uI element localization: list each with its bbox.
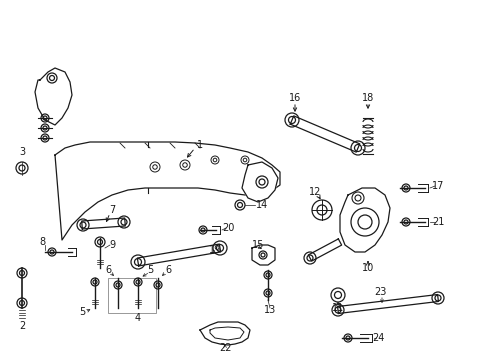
Text: 21: 21 [431,217,443,227]
Text: 5: 5 [79,307,85,317]
Text: 12: 12 [308,187,321,197]
Polygon shape [242,162,278,202]
Text: 8: 8 [39,237,45,247]
Text: 5: 5 [146,265,153,275]
Text: 11: 11 [331,303,344,313]
Text: 24: 24 [371,333,384,343]
Text: 6: 6 [164,265,171,275]
Text: 1: 1 [197,140,203,150]
Polygon shape [290,116,359,152]
Bar [108,278,156,313]
Text: 18: 18 [361,93,373,103]
Text: 13: 13 [264,305,276,315]
Text: 10: 10 [361,263,373,273]
Polygon shape [81,218,125,229]
Text: 6: 6 [105,265,111,275]
Polygon shape [137,244,220,266]
Text: 7: 7 [109,205,115,215]
Polygon shape [337,294,438,314]
Text: 20: 20 [222,223,234,233]
Polygon shape [200,322,249,345]
Polygon shape [35,68,72,125]
Text: 9: 9 [109,240,115,250]
Text: 3: 3 [19,147,25,157]
Text: 15: 15 [251,240,264,250]
Text: 4: 4 [135,313,141,323]
Polygon shape [308,239,341,261]
Text: 19: 19 [208,245,221,255]
Text: 2: 2 [19,321,25,331]
Text: 17: 17 [431,181,443,191]
Text: 23: 23 [373,287,386,297]
Polygon shape [55,142,280,240]
Polygon shape [251,245,274,265]
Text: 16: 16 [288,93,301,103]
Text: 22: 22 [218,343,231,353]
Text: 14: 14 [255,200,267,210]
Polygon shape [339,188,389,252]
